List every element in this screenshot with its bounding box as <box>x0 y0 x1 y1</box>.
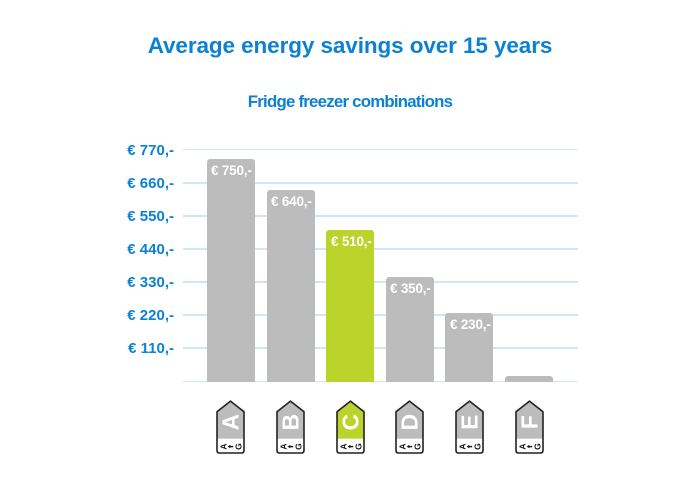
svg-text:G: G <box>532 442 542 449</box>
svg-text:G: G <box>293 442 303 449</box>
svg-text:C: C <box>337 413 363 429</box>
svg-text:G: G <box>472 442 482 449</box>
svg-text:A: A <box>338 443 348 449</box>
svg-text:A: A <box>218 413 244 429</box>
svg-text:G: G <box>234 442 244 449</box>
svg-text:A: A <box>517 443 527 449</box>
svg-text:A: A <box>398 443 408 449</box>
svg-text:G: G <box>413 442 423 449</box>
svg-text:D: D <box>397 413 423 429</box>
svg-text:F: F <box>516 415 542 429</box>
svg-text:B: B <box>278 413 304 429</box>
svg-text:A: A <box>457 443 467 449</box>
svg-text:E: E <box>456 414 482 429</box>
svg-text:A: A <box>219 443 229 449</box>
svg-text:A: A <box>279 443 289 449</box>
svg-text:G: G <box>353 442 363 449</box>
